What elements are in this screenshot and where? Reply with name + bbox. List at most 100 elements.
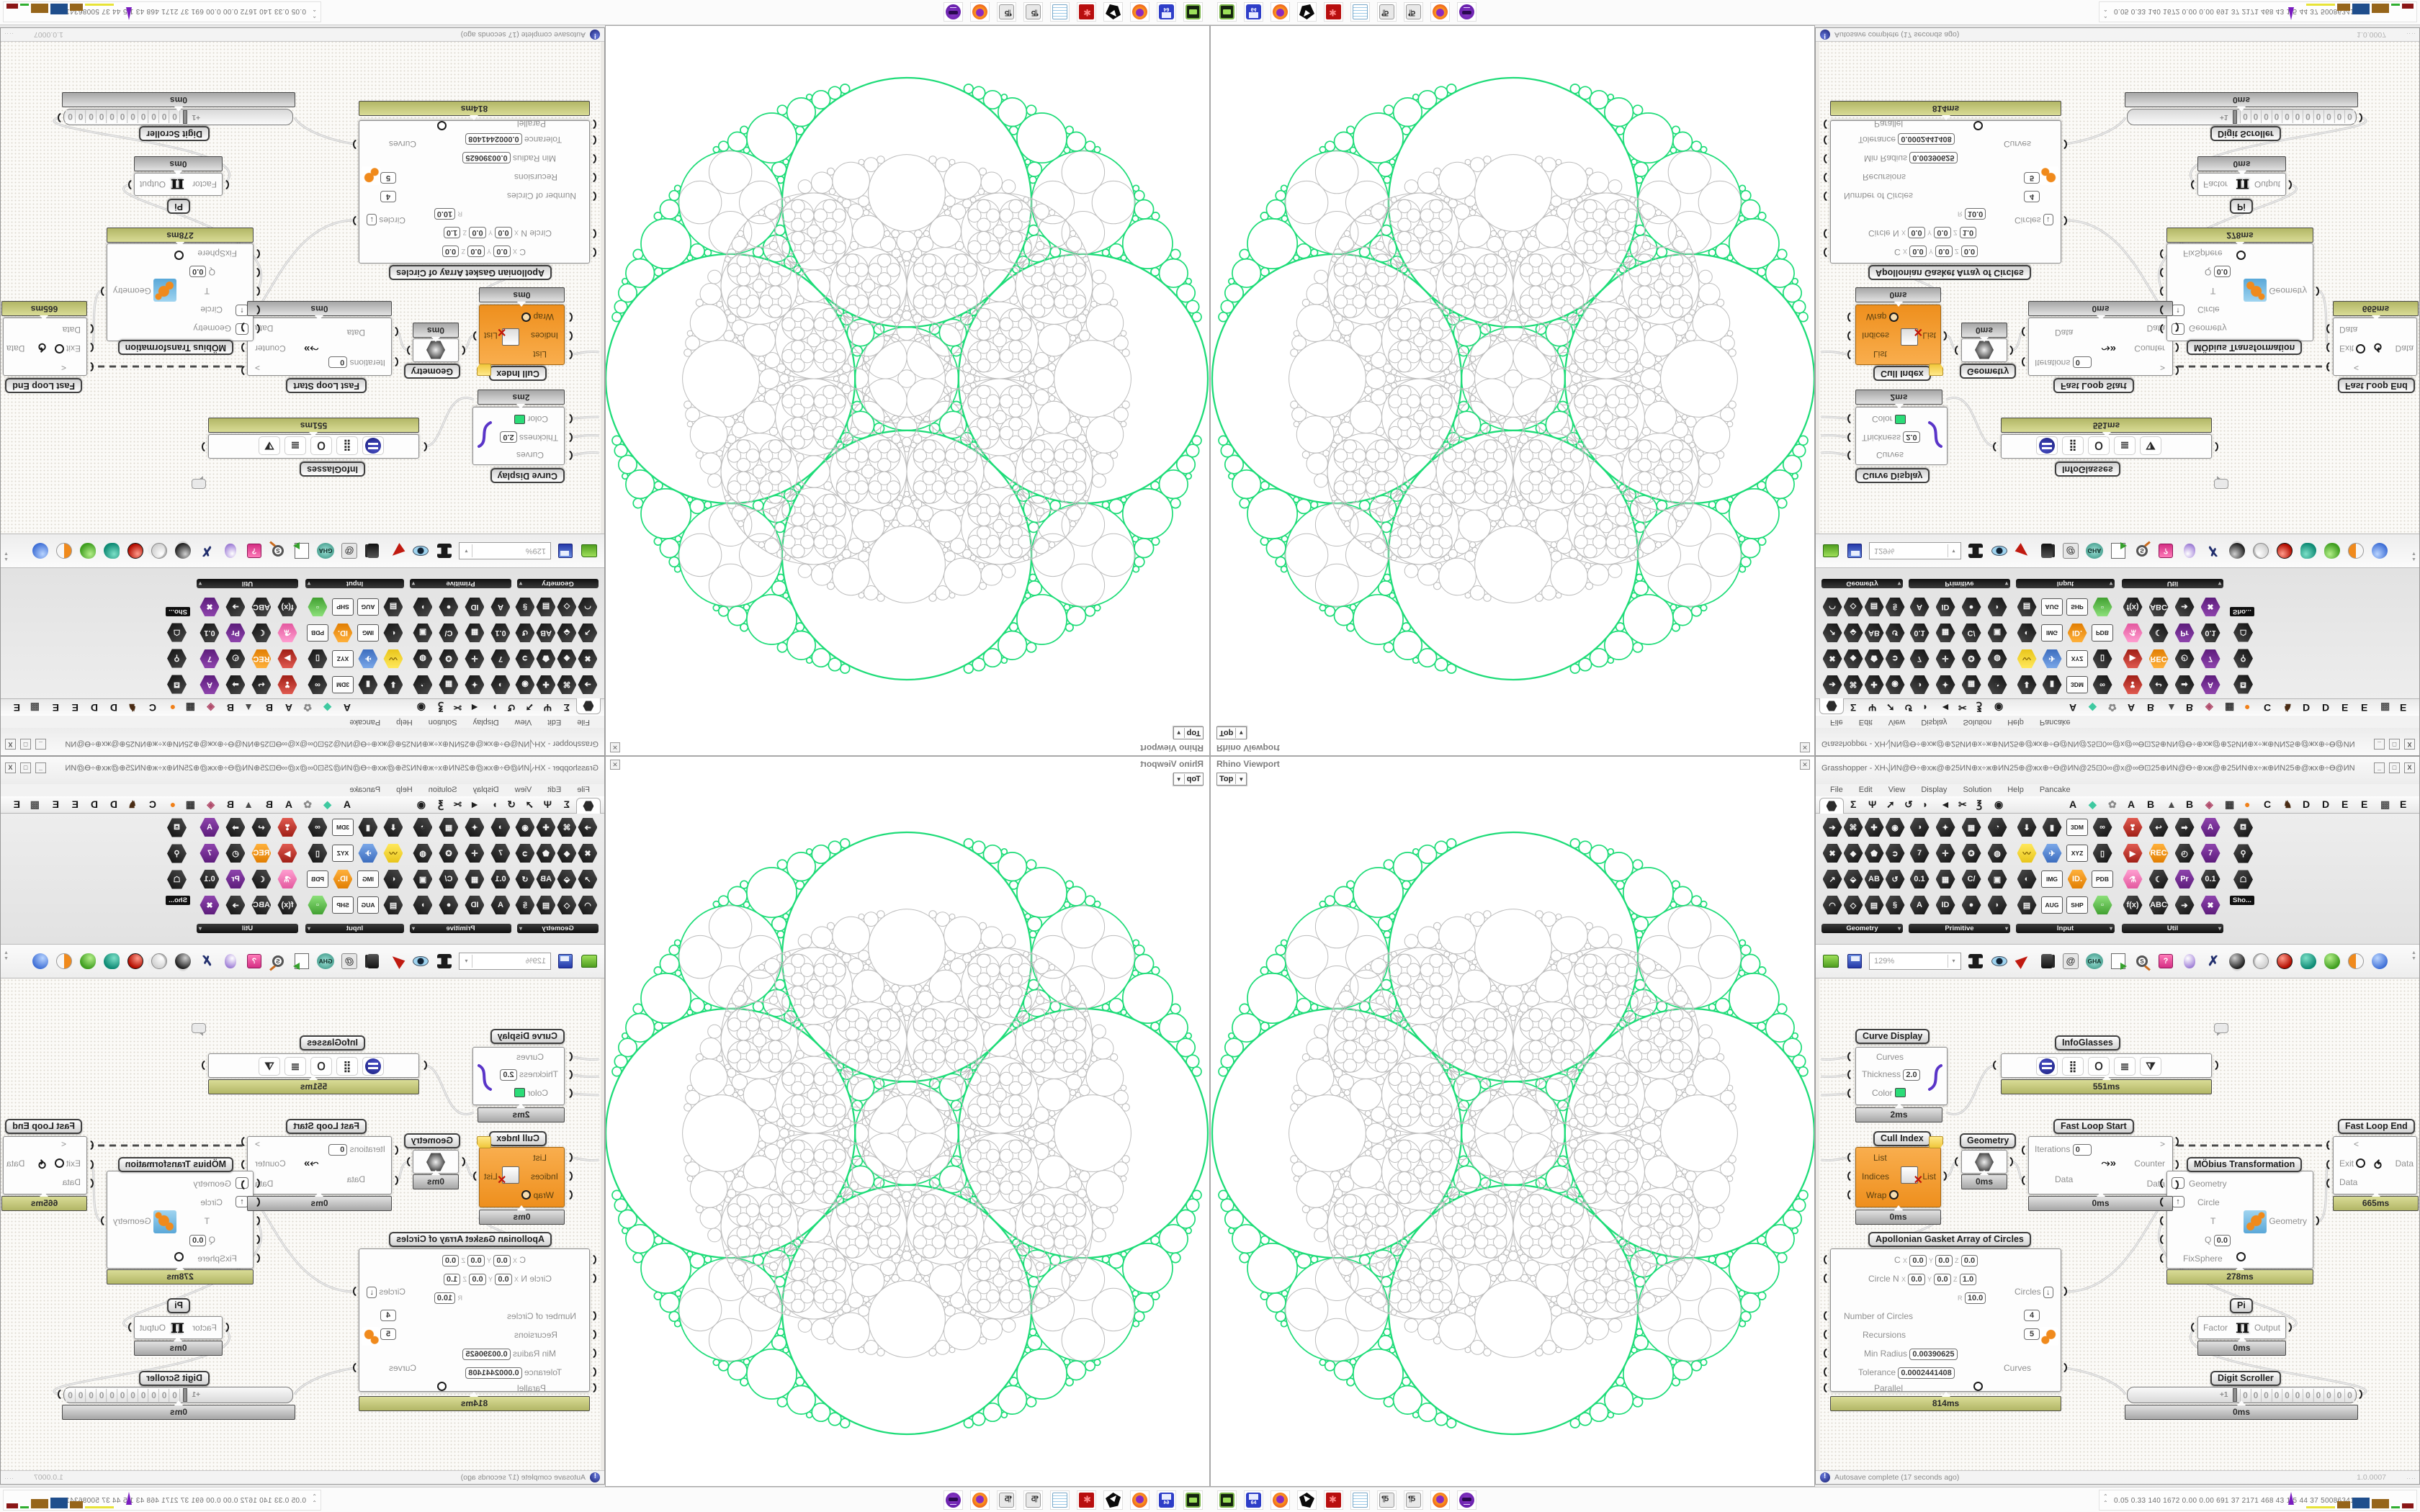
component-icon[interactable]: ▮ xyxy=(2042,818,2062,837)
node-curve-display[interactable]: Curves Thickness 2.0 Color xyxy=(1855,1047,1948,1105)
plugin-tab[interactable]: ✿ xyxy=(303,702,312,714)
component-icon[interactable]: ↗ xyxy=(578,870,598,889)
component-icon[interactable]: ➡ xyxy=(226,818,246,837)
grid-dots-icon[interactable]: ⣿ xyxy=(2062,436,2084,455)
menu-display[interactable]: Display xyxy=(1921,786,1948,794)
component-icon[interactable]: ⚗ xyxy=(2123,624,2143,643)
component-icon[interactable]: A xyxy=(2201,675,2220,695)
arrow-down-box[interactable]: ↓ xyxy=(2043,1287,2053,1298)
comment-bubble-icon[interactable] xyxy=(192,479,206,489)
render-red-sphere-button[interactable] xyxy=(126,541,145,560)
menu-file[interactable]: File xyxy=(577,718,590,726)
palette-group-label[interactable]: Primitive ▾ xyxy=(1909,924,2010,933)
node-label-curve-display[interactable]: Curve Display xyxy=(1855,468,1930,483)
component-icon[interactable]: PDB xyxy=(307,624,328,642)
sketch-pen-button[interactable] xyxy=(2014,541,2033,560)
puzzle-icon[interactable]: ⧩ xyxy=(2140,436,2161,455)
node-label-geometry[interactable]: Geometry xyxy=(403,364,460,379)
node-label-mobius[interactable]: MÖbius Transformation xyxy=(117,1157,233,1172)
plugin-tab[interactable]: D xyxy=(90,702,98,714)
scroller-digit[interactable]: 0 xyxy=(66,1389,76,1402)
node-fast-loop-start[interactable]: Iterations 0 > ⤳» Counter Data Data xyxy=(2028,318,2173,376)
component-icon[interactable]: ▯ xyxy=(308,844,328,863)
tab-icon[interactable]: ↺ xyxy=(1904,798,1913,810)
component-icon[interactable]: ABC xyxy=(252,896,272,915)
component-icon[interactable]: 0.1 xyxy=(491,870,511,889)
component-icon[interactable]: ✖ xyxy=(200,598,220,617)
menu-help[interactable]: Help xyxy=(396,718,413,726)
info-ball-icon[interactable] xyxy=(362,1057,384,1076)
close-icon[interactable]: ✕ xyxy=(1800,760,1810,770)
component-icon[interactable]: ✖ xyxy=(2201,598,2220,617)
plugin-tab[interactable]: ✿ xyxy=(2108,798,2117,810)
component-icon[interactable]: ◑ xyxy=(1910,675,1930,695)
input-hook[interactable] xyxy=(2160,1179,2164,1188)
plugin-tab[interactable]: ▲ xyxy=(2166,702,2177,714)
node-label-digit-scroller[interactable]: Digit Scroller xyxy=(2210,1371,2281,1386)
info-ball-icon[interactable] xyxy=(362,436,384,455)
scroller-digit[interactable]: 0 xyxy=(76,1389,86,1402)
plugin-tab[interactable]: E xyxy=(71,702,79,714)
component-icon[interactable]: ↺ xyxy=(1886,624,1905,643)
zoom-level-combo[interactable]: 129% ▾ xyxy=(1869,953,1961,970)
sketch-pen-button[interactable] xyxy=(387,952,406,971)
input-hook[interactable] xyxy=(2191,1323,2195,1332)
component-icon[interactable]: ∞ xyxy=(2092,818,2112,837)
component-icon[interactable]: ❣ xyxy=(2123,818,2143,837)
component-icon[interactable]: ✈ xyxy=(359,844,378,863)
tab-icon[interactable]: Ψ xyxy=(543,798,552,810)
zoom-extents-button[interactable] xyxy=(435,952,454,971)
scroller-digit[interactable]: 0 xyxy=(128,1389,138,1402)
component-icon[interactable]: 0.1 xyxy=(200,870,220,889)
component-icon[interactable]: ➲ xyxy=(516,844,535,863)
component-icon[interactable]: 7 xyxy=(200,844,220,863)
value-recursions[interactable]: 5 xyxy=(2024,1328,2040,1340)
arrow-up-box[interactable]: ↑ xyxy=(2172,305,2184,316)
value-number-of-circles[interactable]: 4 xyxy=(380,191,396,202)
node-fast-loop-start[interactable]: Iterations 0 > ⤳» Counter Data Data xyxy=(247,1136,392,1194)
scroller-digit[interactable]: 0 xyxy=(2303,110,2313,123)
component-icon[interactable]: 3DM xyxy=(2066,676,2088,693)
component-icon[interactable]: ⛾ xyxy=(2233,675,2253,694)
goggles-lock-icon[interactable]: ᱛ xyxy=(310,1057,332,1076)
component-icon[interactable]: AUG xyxy=(357,896,379,914)
preview-blue-button[interactable] xyxy=(2370,952,2389,971)
tab-params[interactable] xyxy=(1819,798,1844,814)
firefox-2-taskbar-button[interactable] xyxy=(1430,2,1450,22)
tab-icon[interactable]: ✂ xyxy=(453,702,462,714)
component-icon[interactable]: ⬙ xyxy=(557,624,577,643)
tab-icon[interactable]: ◗ xyxy=(491,798,498,810)
node-label-pi[interactable]: Pi xyxy=(2230,1298,2253,1313)
component-icon[interactable]: ✪ xyxy=(439,844,459,863)
notepad-taskbar-button[interactable] xyxy=(1350,1490,1370,1510)
exit-toggle[interactable] xyxy=(54,344,64,354)
component-icon[interactable]: SHP xyxy=(332,598,354,616)
component-icon[interactable]: PDB xyxy=(2092,624,2113,642)
drawers-icon[interactable]: ≣ xyxy=(2114,1057,2136,1076)
render-wire-sphere-button[interactable] xyxy=(150,541,169,560)
menu-edit[interactable]: Edit xyxy=(547,786,562,794)
menu-display[interactable]: Display xyxy=(1921,718,1948,726)
component-icon[interactable]: ◆ xyxy=(1843,844,1863,863)
plugin-tab[interactable]: E xyxy=(2361,798,2368,810)
component-icon[interactable]: AUG xyxy=(357,598,379,616)
palette-group-label[interactable]: Primitive ▾ xyxy=(410,579,511,588)
sticky-note-icon[interactable] xyxy=(477,364,491,376)
at-tag-button[interactable]: @ xyxy=(340,952,359,971)
minimize-button[interactable]: _ xyxy=(2374,762,2385,773)
maximize-button[interactable]: □ xyxy=(20,739,31,750)
tab-params[interactable] xyxy=(576,698,601,714)
plugin-tab[interactable]: ● xyxy=(169,702,176,714)
node-mobius[interactable]: Geometry ↓ Circle ↑ T Q 0.0 FixSphere Ge… xyxy=(2166,243,2313,341)
zoom-level-combo[interactable]: 129% ▾ xyxy=(459,542,551,559)
preview-eye-button[interactable] xyxy=(411,952,430,971)
component-icon[interactable]: ⚲ xyxy=(167,649,187,668)
input-hook[interactable] xyxy=(1955,1157,1958,1166)
node-label-cull-index[interactable]: Cull Index xyxy=(1873,366,1931,381)
maze-app-2-taskbar-button[interactable] xyxy=(1404,2,1423,22)
component-icon[interactable]: ➡ xyxy=(226,675,246,695)
preview-blue-button[interactable] xyxy=(31,952,50,971)
gh-canvas[interactable]: Curve Display Curves Thickness 2.0 Color… xyxy=(1,40,604,534)
plugin-tab[interactable]: ♞ xyxy=(2283,798,2293,810)
component-icon[interactable]: ↺ xyxy=(516,624,535,643)
